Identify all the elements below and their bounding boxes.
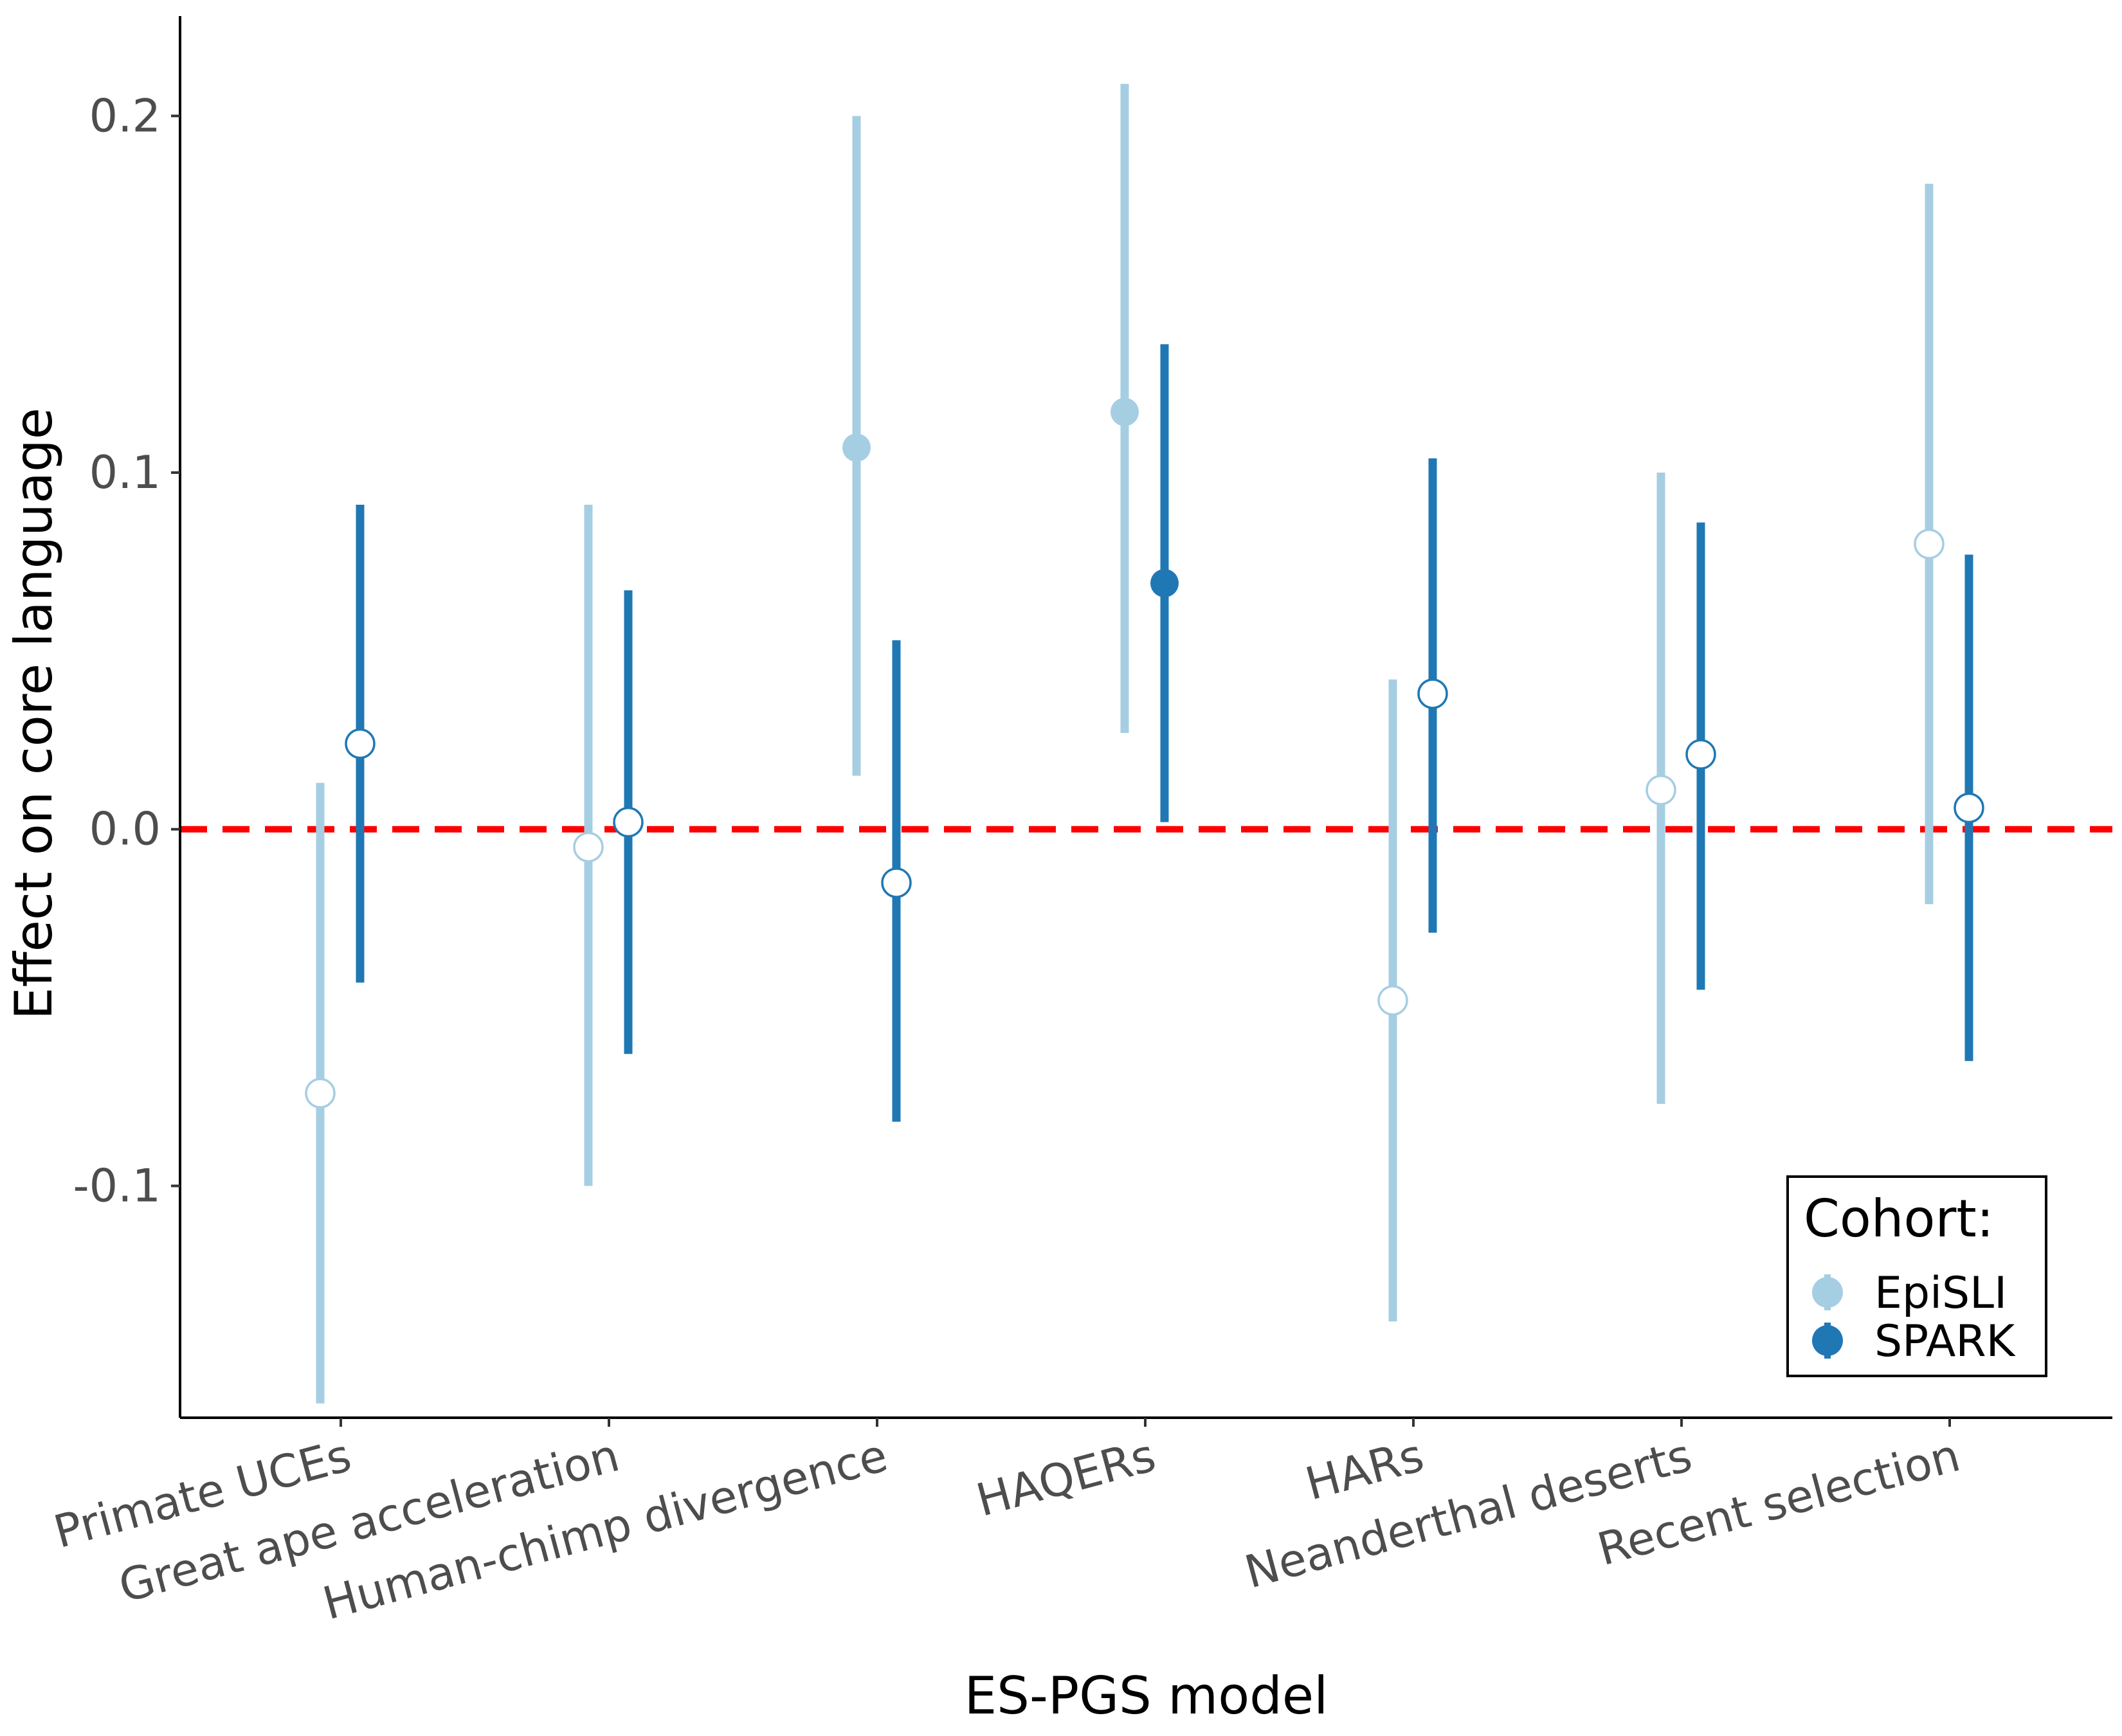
point-episli-1 — [305, 1078, 336, 1108]
point-spark-4 — [1150, 568, 1179, 597]
points-layer — [305, 397, 1984, 1108]
legend-label-episli: EpiSLI — [1874, 1268, 2007, 1319]
x-tick-label: Neanderthal deserts — [1239, 1429, 1697, 1598]
x-axis-title: ES-PGS model — [965, 1666, 1329, 1726]
y-tick-label: -0.1 — [73, 1159, 161, 1212]
y-tick-label: 0.0 — [89, 803, 161, 856]
point-spark-7 — [1954, 792, 1984, 824]
point-episli-4 — [1111, 397, 1139, 426]
point-spark-5 — [1417, 678, 1448, 709]
point-spark-3 — [881, 867, 912, 898]
legend-key-spark — [1812, 1325, 1843, 1356]
legend-label-spark: SPARK — [1874, 1316, 2017, 1367]
point-episli-3 — [842, 433, 871, 462]
point-episli-5 — [1377, 985, 1408, 1016]
point-spark-1 — [345, 728, 376, 759]
point-episli-6 — [1646, 774, 1676, 806]
x-tick-label: HAQERs — [971, 1429, 1161, 1527]
legend-title: Cohort: — [1804, 1189, 1994, 1249]
legend-key-episli — [1812, 1277, 1843, 1308]
y-tick-label: 0.1 — [89, 446, 161, 499]
point-episli-2 — [573, 831, 604, 863]
y-tick-label: 0.2 — [89, 89, 161, 142]
point-episli-7 — [1914, 529, 1945, 559]
point-spark-2 — [613, 806, 644, 838]
y-axis-title: Effect on core language — [4, 408, 64, 1020]
x-tick-label: HARs — [1300, 1429, 1429, 1510]
error-bars-layer — [316, 84, 1973, 1404]
point-spark-6 — [1685, 739, 1716, 770]
